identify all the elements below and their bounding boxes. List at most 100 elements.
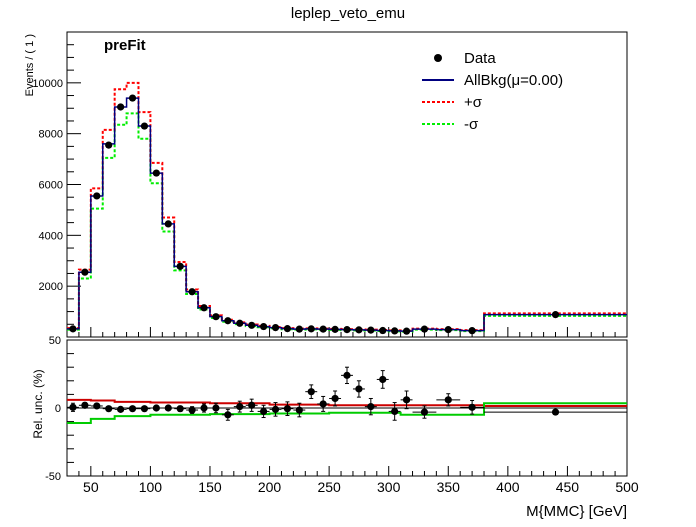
data-point	[188, 288, 196, 296]
bottom-y-tick-label: -50	[45, 471, 61, 483]
data-point	[81, 268, 89, 276]
legend-label: +σ	[464, 94, 483, 111]
data-point	[212, 313, 220, 321]
plus-sigma-histogram	[67, 81, 627, 332]
nominal-histogram	[67, 97, 627, 332]
bottom-y-axis-label: Rel. unc. (%)	[31, 369, 45, 438]
ratio-data-point	[468, 403, 476, 411]
x-tick-label: 100	[139, 479, 163, 495]
x-tick-label: 150	[198, 479, 222, 495]
x-tick-label: 250	[317, 479, 341, 495]
top-y-tick-label: 2000	[39, 281, 63, 293]
data-point	[259, 322, 268, 331]
legend-label: -σ	[464, 116, 479, 133]
ratio-data-point	[212, 404, 220, 412]
ratio-data-point	[152, 404, 160, 412]
data-point	[140, 122, 149, 130]
data-point	[200, 304, 208, 312]
ratio-data-point	[307, 388, 315, 396]
data-point	[551, 311, 560, 319]
top-panel: 2000 4000 6000 8000 10000	[32, 31, 628, 338]
ratio-data-point	[117, 405, 125, 413]
ratio-data-point	[391, 407, 399, 415]
ratio-data-point	[379, 375, 387, 384]
ratio-data-point	[81, 401, 89, 409]
ratio-data-point	[164, 404, 172, 412]
legend-marker-data	[434, 54, 442, 62]
data-point	[355, 326, 363, 334]
x-tick-label: 350	[437, 479, 461, 495]
x-axis-label: M{MMC} [GeV]	[526, 503, 627, 520]
ratio-data-point	[355, 385, 363, 393]
ratio-data-point	[248, 401, 256, 409]
ratio-data-point	[551, 408, 560, 416]
data-point	[468, 327, 476, 335]
data-point	[117, 103, 125, 111]
x-tick-label: 500	[615, 479, 639, 495]
data-point	[176, 262, 184, 270]
ratio-data-point	[295, 406, 303, 414]
prefit-label: preFit	[104, 37, 146, 54]
top-y-tick-label: 6000	[39, 180, 63, 192]
ratio-data-point	[236, 403, 244, 411]
plus-sigma-ratio-line	[67, 398, 627, 407]
data-point	[69, 325, 77, 333]
ratio-data-point	[69, 403, 77, 411]
top-y-tick-label: 4000	[39, 230, 63, 242]
legend: Data AllBkg(μ=0.00) +σ -σ	[422, 50, 563, 133]
ratio-data-point	[343, 371, 351, 379]
bottom-y-tick-label: 0	[55, 403, 61, 415]
data-point	[271, 323, 280, 332]
data-point	[128, 94, 137, 102]
ratio-data-point	[402, 396, 411, 404]
ratio-data-point	[224, 411, 232, 419]
ratio-data-point	[140, 405, 149, 413]
ratio-data-point	[271, 405, 280, 413]
ratio-data-point	[420, 408, 429, 416]
ratio-data-point	[444, 396, 452, 404]
data-point	[379, 326, 387, 335]
data-point	[105, 141, 113, 149]
ratio-data-point	[105, 405, 113, 413]
chart-title: leplep_veto_emu	[291, 5, 405, 22]
data-point	[420, 325, 429, 333]
x-tick-label: 200	[258, 479, 282, 495]
ratio-data-point	[128, 405, 137, 413]
data-point	[236, 319, 244, 327]
x-tick-label: 400	[496, 479, 520, 495]
ratio-data-point	[283, 405, 292, 413]
x-tick-label: 300	[377, 479, 401, 495]
data-point	[248, 321, 256, 329]
legend-label: AllBkg(μ=0.00)	[464, 72, 563, 89]
minus-sigma-ratio-line	[67, 402, 627, 424]
ratio-data-point	[200, 404, 208, 412]
bottom-y-tick-label: 50	[49, 335, 61, 347]
ratio-data-point	[93, 402, 101, 410]
data-point	[283, 325, 292, 333]
ratio-data-point	[176, 405, 184, 413]
data-point	[391, 327, 399, 335]
top-y-axis-label: Events / ( 1 )	[24, 34, 36, 96]
data-point	[295, 325, 303, 333]
data-point	[402, 327, 411, 335]
data-point	[331, 325, 339, 333]
legend-label: Data	[464, 50, 496, 67]
ratio-data-point	[188, 406, 196, 414]
ratio-data-point	[319, 400, 327, 408]
data-point	[152, 169, 160, 177]
data-point	[367, 326, 375, 334]
ratio-data-point	[259, 407, 268, 415]
data-point	[93, 192, 101, 200]
x-tick-label: 450	[556, 479, 580, 495]
ratio-data-point	[367, 403, 375, 411]
ratio-data-point	[331, 394, 339, 403]
top-y-tick-label: 10000	[32, 78, 63, 90]
data-point	[307, 325, 315, 333]
top-y-tick-label: 8000	[39, 129, 63, 141]
x-tick-label: 50	[83, 479, 99, 495]
data-point	[343, 326, 351, 334]
bottom-panel: -50 0 50 50 100 150 200 250 300 350 400 450 500	[45, 335, 639, 495]
data-point	[319, 325, 327, 333]
